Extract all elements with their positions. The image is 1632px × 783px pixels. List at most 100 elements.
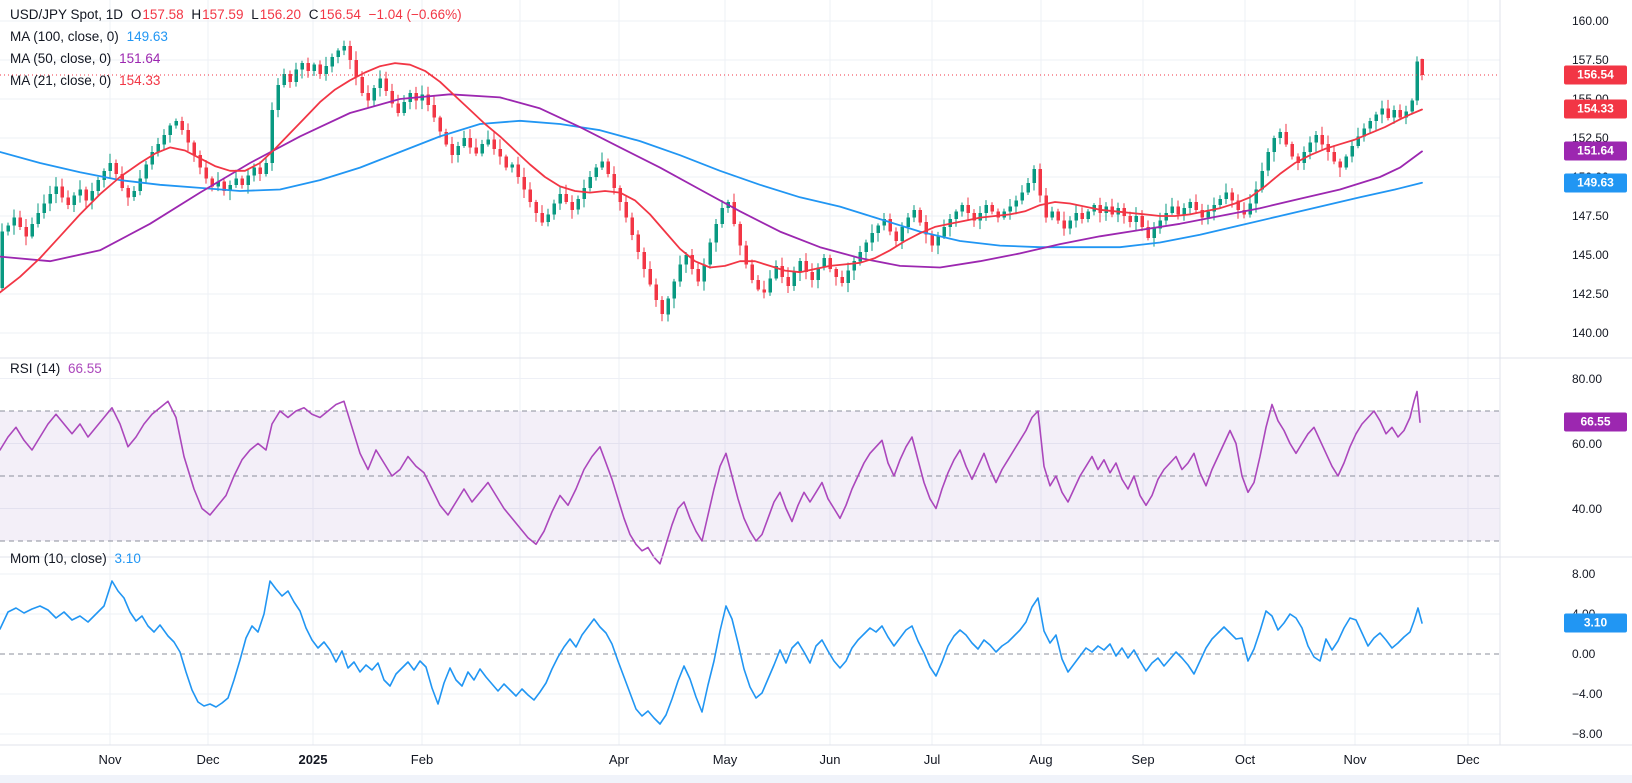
candle-body [924, 222, 928, 235]
price-badge: 149.63 [1564, 173, 1627, 193]
candle-body [1056, 211, 1060, 221]
candle-body [822, 258, 826, 268]
candle-body [1086, 211, 1090, 220]
ohlc-low-value: 156.20 [259, 7, 302, 22]
candle-body [288, 74, 292, 82]
time-axis-label: Nov [98, 752, 122, 767]
candle-body [1170, 206, 1174, 213]
candle-body [1410, 100, 1414, 112]
candle-body [1338, 161, 1342, 168]
ma50-legend[interactable]: MA (50, close, 0) 151.64 [10, 51, 164, 66]
candle-body [486, 139, 490, 145]
price-axis-label: 157.50 [1572, 53, 1609, 67]
rsi-value: 66.55 [68, 361, 102, 376]
candle-body [858, 251, 862, 262]
candle-body [390, 91, 394, 104]
symbol-title: USD/JPY Spot, 1D [10, 7, 124, 22]
time-axis[interactable] [0, 745, 1632, 775]
candle-body [216, 181, 220, 187]
candle-body [180, 120, 184, 131]
candle-body [1284, 131, 1288, 145]
candle-body [444, 131, 448, 145]
candle-body [144, 164, 148, 179]
candle-body [156, 144, 160, 152]
ma50-value: 151.64 [119, 51, 161, 66]
candle-body [552, 203, 556, 215]
candle-body [1050, 211, 1054, 218]
candle-body [1320, 134, 1324, 145]
candle-body [1200, 209, 1204, 218]
candle-body [72, 195, 76, 206]
price-badge: 154.33 [1564, 99, 1627, 119]
candle-body [1074, 212, 1078, 221]
candle-body [228, 184, 232, 191]
candle-body [1182, 208, 1186, 215]
candle-body [1308, 142, 1312, 153]
candle-body [342, 46, 346, 51]
ohlc-low-key: L [251, 7, 259, 22]
candle-body [60, 186, 64, 198]
candle-body [1158, 220, 1162, 229]
candle-body [588, 177, 592, 188]
rsi-legend[interactable]: RSI (14) 66.55 [10, 361, 106, 376]
candle-body [708, 242, 712, 265]
mom-legend[interactable]: Mom (10, close) 3.10 [10, 551, 145, 566]
candle-body [792, 272, 796, 287]
candle-body [1230, 192, 1234, 201]
candle-body [1398, 109, 1402, 118]
candle-body [1254, 189, 1258, 204]
candle-body [558, 194, 562, 204]
candle-body [1224, 192, 1228, 199]
candle-body [756, 280, 760, 290]
candle-body [1420, 58, 1424, 75]
candle-body [42, 203, 46, 213]
candle-body [84, 189, 88, 201]
ohlc-high-key: H [191, 7, 202, 22]
price-badge: 3.10 [1564, 613, 1627, 633]
candle-body [186, 130, 190, 143]
candle-body [1356, 136, 1360, 146]
ohlc-open-value: 157.58 [142, 7, 184, 22]
symbol-legend[interactable]: USD/JPY Spot, 1D O157.58 H157.59 L156.20… [10, 7, 466, 22]
ma50-label: MA (50, close, 0) [10, 51, 112, 66]
candle-body [570, 202, 574, 210]
candle-body [150, 152, 154, 165]
candle-body [102, 170, 106, 181]
candle-body [882, 219, 886, 226]
candle-body [474, 147, 478, 154]
candle-body [894, 231, 898, 241]
candle-body [912, 209, 916, 218]
candle-body [132, 191, 136, 198]
candle-body [138, 178, 142, 192]
candle-body [1392, 109, 1396, 118]
ma100-legend[interactable]: MA (100, close, 0) 149.63 [10, 29, 172, 44]
ohlc-open-key: O [130, 7, 142, 22]
candle-body [780, 265, 784, 277]
rsi-axis-label: 80.00 [1572, 371, 1603, 386]
time-axis-label: 2025 [298, 752, 328, 767]
candle-body [810, 272, 814, 280]
time-axis-label: Oct [1234, 752, 1256, 767]
candle-body [678, 264, 682, 282]
candle-body [222, 181, 226, 192]
candle-body [1206, 211, 1210, 218]
ma21-legend[interactable]: MA (21, close, 0) 154.33 [10, 73, 164, 88]
candle-body [690, 255, 694, 269]
candle-body [330, 56, 334, 67]
candle-body [54, 186, 58, 195]
candle-body [270, 109, 274, 163]
candle-body [942, 226, 946, 237]
candle-body [426, 94, 430, 106]
ma100-value: 149.63 [126, 29, 168, 44]
price-axis-label: 147.50 [1572, 209, 1609, 223]
candle-body [0, 231, 4, 288]
candle-body [378, 78, 382, 89]
candle-body [1296, 156, 1300, 163]
ma100-line [0, 119, 1423, 249]
candle-body [630, 217, 634, 235]
candle-body [168, 125, 172, 135]
candle-body [1038, 169, 1042, 196]
candle-body [108, 163, 112, 171]
candle-body [612, 173, 616, 188]
